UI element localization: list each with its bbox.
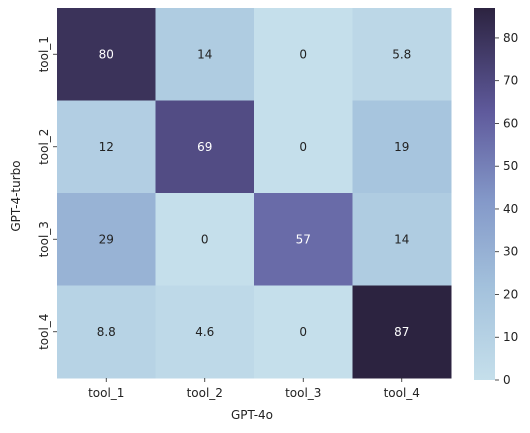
cell-value-label: 0 [299, 325, 307, 339]
x-tick-label: tool_1 [88, 386, 124, 400]
heatmap-cell-3-3 [254, 193, 353, 286]
cell-value-label: 69 [197, 140, 212, 154]
y-axis: tool_1 tool_2 tool_3 tool_4 [37, 36, 57, 350]
heatmap-cells [57, 8, 452, 379]
heatmap-cell-2-4 [352, 100, 452, 194]
x-tick-label: tool_3 [285, 386, 321, 400]
x-tick-label: tool_4 [384, 386, 420, 400]
colorbar-tick-label: 80 [503, 31, 518, 45]
heatmap-cell-1-3 [254, 8, 353, 101]
heatmap-cell-2-1 [57, 100, 156, 194]
cell-value-label: 80 [99, 47, 114, 61]
cell-value-label: 19 [394, 140, 409, 154]
cell-value-label: 4.6 [195, 325, 214, 339]
y-tick-label: tool_1 [37, 36, 51, 72]
colorbar: 0 10 20 30 40 50 60 70 80 [474, 8, 518, 387]
heatmap-cell-2-3 [254, 100, 353, 194]
heatmap-cell-3-1 [57, 193, 156, 286]
cell-value-label: 0 [201, 232, 209, 246]
heatmap-cell-1-1 [57, 8, 156, 101]
colorbar-tick-label: 10 [503, 330, 518, 344]
cell-value-label: 12 [99, 140, 114, 154]
y-tick-label: tool_3 [37, 221, 51, 257]
heatmap-cell-1-4 [352, 8, 452, 101]
cell-value-label: 87 [394, 325, 409, 339]
cell-value-label: 0 [299, 140, 307, 154]
heatmap-cell-4-1 [57, 285, 156, 379]
colorbar-tick-label: 30 [503, 245, 518, 259]
y-axis-title: GPT-4-turbo [9, 160, 23, 231]
heatmap-cell-4-4 [352, 285, 452, 379]
x-axis-title: GPT-4o [231, 408, 273, 422]
heatmap-cell-4-3 [254, 285, 353, 379]
cell-value-label: 14 [394, 232, 409, 246]
cell-value-label: 8.8 [97, 325, 116, 339]
heatmap-cell-2-2 [155, 100, 255, 194]
colorbar-tick-label: 40 [503, 202, 518, 216]
cell-value-label: 14 [197, 47, 212, 61]
heatmap-cell-3-4 [352, 193, 452, 286]
heatmap-cell-3-2 [155, 193, 255, 286]
cell-value-label: 57 [296, 232, 311, 246]
colorbar-tick-label: 60 [503, 116, 518, 130]
colorbar-tick-label: 70 [503, 74, 518, 88]
x-axis: tool_1 tool_2 tool_3 tool_4 [88, 378, 420, 400]
cell-value-label: 29 [99, 232, 114, 246]
cell-value-label: 5.8 [392, 47, 411, 61]
colorbar-tick-label: 50 [503, 159, 518, 173]
heatmap-cell-4-2 [155, 285, 255, 379]
heatmap-cell-1-2 [155, 8, 255, 101]
cell-value-label: 0 [299, 47, 307, 61]
cell-value-labels: 80 14 0 5.8 12 69 0 19 29 0 57 14 8.8 4.6 0 87 [97, 47, 412, 339]
colorbar-tick-label: 20 [503, 287, 518, 301]
y-tick-label: tool_2 [37, 129, 51, 165]
colorbar-tick-label: 0 [503, 373, 511, 387]
y-tick-label: tool_4 [37, 314, 51, 350]
colorbar-gradient [474, 8, 495, 380]
x-tick-label: tool_2 [187, 386, 223, 400]
